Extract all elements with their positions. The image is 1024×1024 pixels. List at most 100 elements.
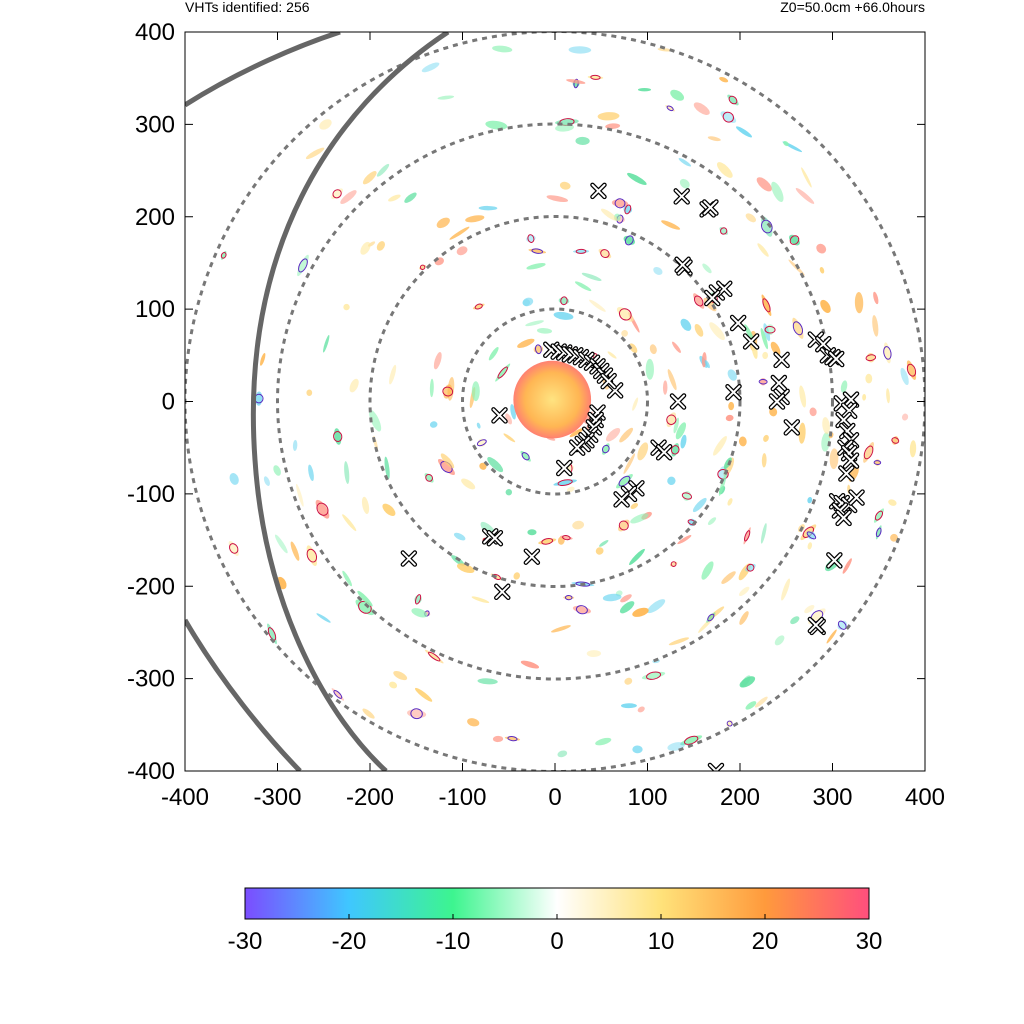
field-contour — [507, 736, 518, 742]
y-tick-label: -400 — [127, 758, 175, 785]
vht-marker — [815, 335, 832, 353]
field-blob — [739, 676, 756, 688]
field-contour — [560, 296, 568, 306]
field-blob — [520, 660, 540, 669]
field-blob — [297, 254, 309, 277]
field-blob — [840, 380, 848, 393]
vht-marker — [848, 489, 865, 506]
field-blob — [456, 246, 468, 256]
colorbar-tick-label: 30 — [856, 928, 883, 955]
field-blob — [672, 341, 681, 353]
field-blob — [362, 708, 375, 719]
field-blob — [761, 216, 773, 237]
field-blob — [804, 605, 815, 614]
field-blob — [693, 293, 705, 309]
field-contour — [442, 386, 454, 397]
field-blob — [362, 171, 377, 185]
field-blob — [632, 397, 639, 411]
field-blob — [632, 745, 643, 754]
vht-marker — [669, 393, 687, 410]
field-blob — [704, 360, 710, 369]
field-blob — [745, 701, 757, 710]
field-contour — [316, 502, 329, 516]
field-contour — [333, 431, 343, 443]
field-blob — [492, 735, 504, 743]
field-blob — [678, 158, 692, 167]
field-contour — [758, 379, 768, 385]
field-blob — [471, 596, 490, 604]
range-rings — [185, 32, 925, 771]
field-blob — [756, 177, 772, 192]
y-tick-label: -300 — [127, 666, 175, 693]
field-contour — [534, 344, 542, 355]
field-blob — [721, 571, 736, 584]
x-tick-label: 200 — [720, 784, 760, 811]
field-blob — [739, 611, 749, 625]
field-blob — [662, 380, 668, 395]
field-blob — [492, 45, 513, 53]
track-line-3 — [185, 618, 302, 771]
field-blob — [546, 195, 569, 203]
field-blob — [694, 323, 704, 337]
field-blob — [260, 352, 266, 366]
field-blob — [886, 388, 890, 404]
field-blob — [774, 635, 785, 646]
vht-marker — [742, 333, 760, 350]
field-blob — [557, 750, 568, 758]
field-blob — [306, 389, 313, 396]
field-blob — [641, 671, 666, 680]
field-blob — [862, 394, 867, 401]
field-blob — [693, 102, 710, 115]
field-blob — [692, 497, 707, 513]
field-blob — [569, 428, 584, 438]
field-contour — [722, 111, 735, 123]
vht-marker — [725, 384, 742, 401]
field-blob — [607, 351, 617, 359]
field-blob — [228, 540, 239, 556]
field-blob — [384, 456, 390, 479]
field-blob — [757, 243, 769, 257]
field-contour — [624, 235, 634, 246]
field-blob — [566, 486, 575, 493]
y-tick-label: -200 — [127, 573, 175, 600]
vht-marker — [655, 444, 673, 461]
field-contour — [720, 227, 728, 235]
field-blob — [559, 181, 571, 190]
field-blob — [581, 272, 602, 282]
colorbar — [244, 887, 870, 920]
field-blob — [488, 347, 499, 361]
field-contour — [618, 520, 629, 531]
field-blob — [719, 76, 729, 83]
field-contour — [624, 204, 632, 215]
x-tick-label: -200 — [346, 784, 394, 811]
field-contour — [762, 298, 771, 313]
field-blob — [349, 378, 359, 393]
vht-count-label: VHTs identified: 256 — [185, 0, 310, 15]
field-blob — [790, 616, 800, 625]
field-blob — [863, 442, 874, 463]
field-contour — [521, 452, 530, 461]
field-contour — [306, 548, 318, 563]
vht-marker — [674, 256, 691, 274]
field-blob — [273, 465, 281, 476]
x-tick-label: 100 — [627, 784, 667, 811]
field-blob — [807, 531, 816, 540]
field-blob — [854, 292, 864, 314]
x-tick-label: 300 — [812, 784, 852, 811]
field-blob — [792, 317, 804, 339]
field-blob — [727, 498, 733, 506]
field-blob — [649, 344, 657, 355]
vht-marker — [613, 491, 630, 508]
field-blob — [760, 327, 769, 350]
field-blob — [433, 352, 442, 370]
field-contour — [891, 437, 900, 444]
range-ring — [368, 215, 742, 588]
field-contour — [670, 561, 677, 567]
field-blob — [342, 514, 357, 532]
field-blob — [572, 520, 585, 530]
range-ring — [461, 307, 649, 496]
field-contour — [229, 543, 239, 554]
field-blob — [568, 46, 592, 54]
field-blob — [872, 315, 879, 337]
